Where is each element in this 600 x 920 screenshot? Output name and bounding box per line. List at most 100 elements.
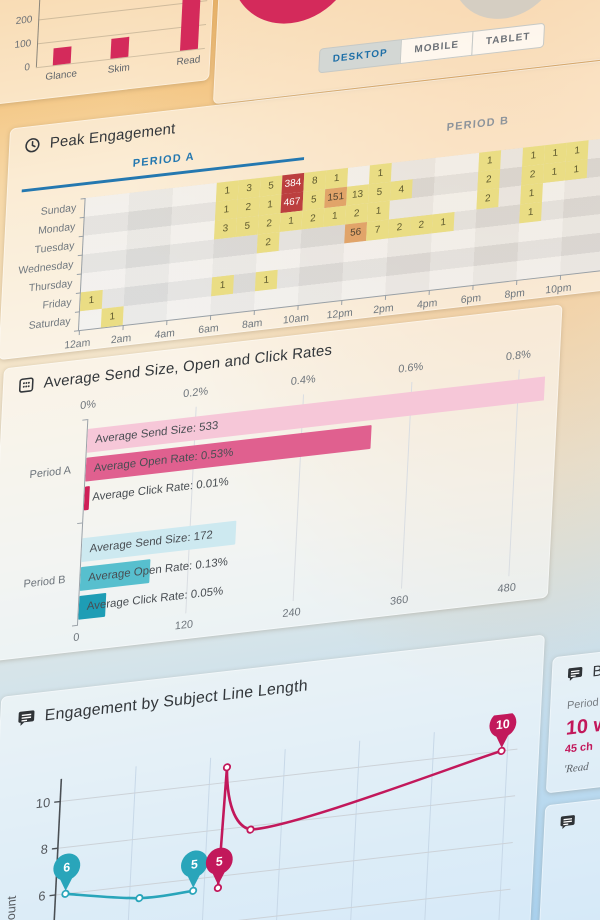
reading-bar-label: Read <box>176 54 201 68</box>
side-card-top-title: B <box>592 662 600 681</box>
donut-chart-primary <box>228 0 360 31</box>
reading-bar-label: Glance <box>45 68 78 84</box>
data-point-marker <box>61 889 70 898</box>
trend-line <box>216 749 503 890</box>
heatmap-cell: 4 <box>389 179 413 201</box>
peak-engagement-title: Peak Engagement <box>49 120 176 152</box>
send-bottom-axis-label: 480 <box>497 581 517 596</box>
heatmap-cell: 1 <box>279 210 303 233</box>
data-point-marker <box>213 883 223 893</box>
svg-text:10: 10 <box>36 795 51 812</box>
heatmap-cell: 1 <box>542 161 566 184</box>
heatmap-cell: 1 <box>254 269 278 292</box>
value-balloon: 5 <box>205 847 233 885</box>
send-bottom-axis-label: 240 <box>282 606 301 621</box>
heatmap-cell: 7 <box>366 219 389 241</box>
send-top-axis-label: 0.4% <box>290 373 316 388</box>
heatmap-hour-label: 12am <box>63 336 91 352</box>
subject-length-title: Engagement by Subject Line Length <box>44 676 309 724</box>
side-sub-value: 45 ch <box>564 740 594 756</box>
reading-bar-chart: 0 100 200 Glance Skim Read <box>0 0 221 108</box>
send-bottom-axis-label: 120 <box>174 618 194 633</box>
heatmap-cell: 2 <box>387 216 411 239</box>
heatmap-cell: 1 <box>564 159 588 181</box>
peak-engagement-card: Peak Engagement PERIOD A PERIOD B Sunday… <box>0 53 600 361</box>
heatmap-hour-label: 4pm <box>416 296 438 312</box>
heatmap-cell: 2 <box>256 232 280 254</box>
reading-ytick-label: 200 <box>15 14 33 28</box>
heatmap-cell: 5 <box>235 215 259 238</box>
svg-text:8: 8 <box>40 841 48 857</box>
heatmap-cell: 1 <box>431 211 455 234</box>
heatmap-hour-label: 2am <box>110 332 132 347</box>
value-balloon: 10 <box>489 710 517 748</box>
reading-bar <box>110 36 130 59</box>
rate-bar <box>83 485 91 511</box>
device-button-mobile[interactable]: MOBILE <box>399 30 474 65</box>
svg-text:5: 5 <box>215 854 223 869</box>
reading-bar <box>52 46 72 66</box>
heatmap-cell: 1 <box>100 306 124 328</box>
heatmap-hour-label: 12pm <box>326 306 354 322</box>
device-toggle-group: DESKTOP MOBILE TABLET <box>318 22 545 74</box>
send-open-click-header: Average Send Size, Open and Click Rates <box>17 342 333 395</box>
heatmap-cell: 1 <box>519 201 542 224</box>
chat-icon <box>559 813 577 832</box>
heatmap-day-labels: Sunday Monday Tuesday Wednesday Thursday Frid… <box>14 198 84 337</box>
heatmap-cell: 56 <box>344 222 368 244</box>
chat-icon <box>566 665 584 684</box>
reading-ytick-label: 100 <box>14 38 32 51</box>
send-axis-tick <box>71 624 77 627</box>
send-top-axis-label: 0.2% <box>182 385 209 401</box>
svg-text:5: 5 <box>191 857 199 872</box>
heatmap-hour-label: 8am <box>241 316 263 332</box>
heatmap-cell: 1 <box>211 274 234 297</box>
send-open-click-card: Average Send Size, Open and Click Rates … <box>0 304 563 662</box>
heatmap-cell: 3 <box>213 218 237 240</box>
send-bar-plot: Average Send Size: 533 Average Open Rate:… <box>76 366 546 626</box>
side-card-bottom <box>535 781 600 920</box>
svg-text:10: 10 <box>496 717 511 733</box>
heatmap-hour-label: 8pm <box>504 286 526 302</box>
side-period-label: Period <box>566 696 599 713</box>
device-button-tablet[interactable]: TABLET <box>471 22 545 56</box>
data-point-marker <box>188 886 198 895</box>
send-group-label: Period A <box>29 464 72 482</box>
reading-behavior-card: 0 100 200 Glance Skim Read <box>0 0 223 110</box>
clock-icon <box>24 136 42 155</box>
send-bottom-axis-label: 0 <box>72 631 80 645</box>
heatmap-hour-label: 4am <box>154 327 176 342</box>
heatmap-hour-label: 2pm <box>372 301 394 317</box>
side-card-top: B Period 10 w 45 ch 'Read <box>545 633 600 794</box>
data-point-marker <box>497 746 506 756</box>
heatmap-cell: 2 <box>409 214 433 236</box>
svg-text:6: 6 <box>38 888 46 904</box>
value-balloon: 5 <box>180 850 208 888</box>
send-group-label: Period B <box>23 573 66 591</box>
heatmap-hour-label: 6am <box>198 322 219 337</box>
data-point-marker <box>222 763 232 772</box>
side-quote: 'Read <box>563 760 589 776</box>
side-card-top-header: B <box>566 662 600 683</box>
data-point-marker <box>135 894 144 903</box>
heatmap-cell: 1 <box>323 205 347 228</box>
heatmap-cell: 2 <box>476 188 500 210</box>
data-point-marker <box>246 825 255 834</box>
heatmap-cell: 2 <box>301 208 325 230</box>
side-card-bottom-header <box>559 812 586 832</box>
chat-icon <box>16 708 36 729</box>
heatmap-hour-label: 10am <box>282 311 310 327</box>
subject-length-card: Engagement by Subject Line Length 1086Wo… <box>0 634 545 920</box>
value-balloon: 6 <box>53 853 81 891</box>
send-top-axis-label: 0.8% <box>505 348 532 364</box>
device-button-desktop[interactable]: DESKTOP <box>318 39 403 74</box>
heatmap-hour-label: 10pm <box>545 281 572 297</box>
peak-engagement-header: Peak Engagement <box>24 120 176 154</box>
grid-icon <box>17 376 35 395</box>
side-big-value: 10 w <box>565 713 600 740</box>
heatmap-hour-label: 6pm <box>460 291 482 307</box>
heatmap-cell: 1 <box>79 289 103 312</box>
subject-length-header: Engagement by Subject Line Length <box>16 676 308 728</box>
